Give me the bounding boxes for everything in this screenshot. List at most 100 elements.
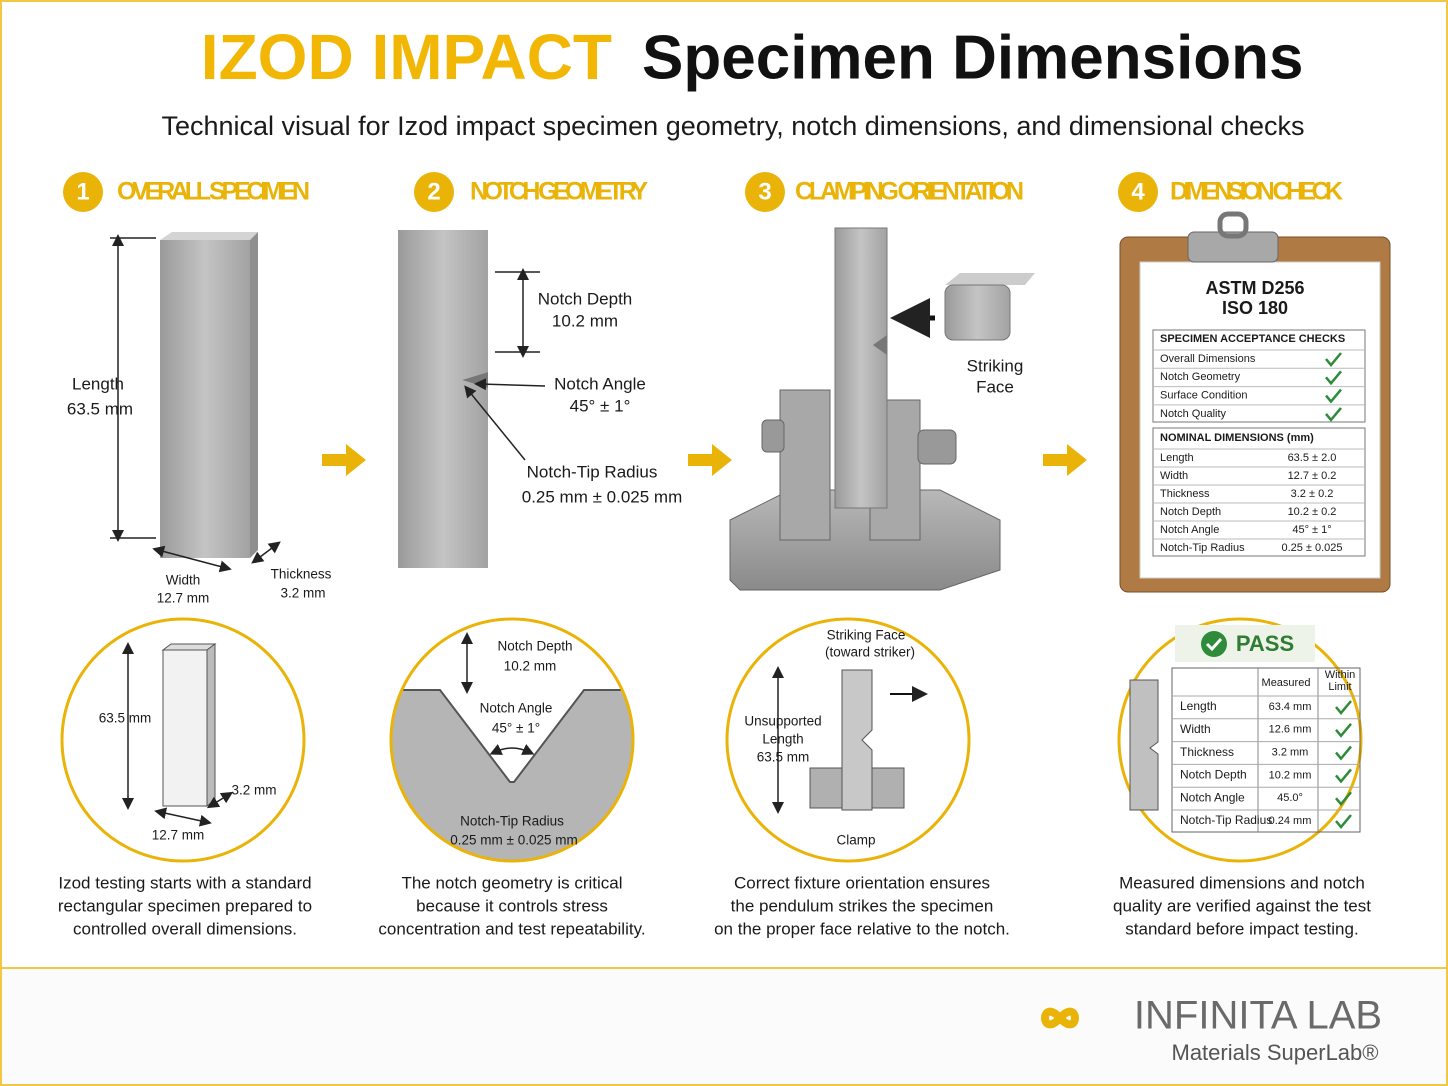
fixture	[729, 227, 1035, 591]
check-mark	[1335, 791, 1352, 807]
check-item: Notch Geometry	[1160, 371, 1241, 383]
measured-value: 0.24 mm	[1269, 815, 1312, 827]
dim-value: 3.2 mm	[280, 586, 325, 601]
check-mark	[1335, 745, 1352, 761]
dim-value: 12.7 mm	[157, 591, 210, 606]
measured-name: Notch Angle	[1180, 790, 1245, 804]
nominal-value: 10.2 ± 0.2	[1288, 506, 1337, 518]
check-mark	[1335, 768, 1352, 784]
measured-name: Width	[1180, 722, 1211, 736]
step-number: 2	[427, 178, 440, 205]
dim-label: Length	[72, 374, 124, 393]
caption: Izod testing starts with a standard	[58, 873, 311, 892]
step-number: 3	[758, 178, 771, 205]
specimen-notch	[398, 230, 546, 568]
step-headers: 1 OVERALL SPECIMEN 2 NOTCH GEOMETRY 3 CL…	[63, 172, 1343, 212]
nominal-value: 12.7 ± 0.2	[1288, 470, 1337, 482]
check-mark	[1325, 407, 1342, 422]
detail-label: Notch Depth	[497, 639, 572, 654]
dim-value: 63.5 mm	[67, 399, 133, 418]
captions: Izod testing starts with a standard recta…	[58, 873, 1371, 938]
detail-label: 12.7 mm	[152, 828, 205, 843]
detail-circle	[389, 617, 635, 863]
title-accent: IZOD IMPACT	[201, 21, 612, 93]
clamp-schematic	[772, 666, 928, 814]
col-header: Within	[1325, 669, 1356, 681]
dim-label: Notch Depth	[538, 289, 633, 308]
tagline: Materials SuperLab®	[1172, 1040, 1379, 1065]
measured-value: 3.2 mm	[1272, 747, 1309, 759]
subtitle: Technical visual for Izod impact specime…	[161, 111, 1304, 141]
caption: The notch geometry is critical	[401, 873, 622, 892]
measured-value: 63.4 mm	[1269, 701, 1312, 713]
step-title: NOTCH GEOMETRY	[470, 178, 648, 206]
detail-circle	[1117, 617, 1363, 863]
measured-name: Notch-Tip Radius	[1180, 813, 1272, 827]
title-main: Specimen Dimensions	[642, 23, 1304, 92]
standard: ISO 180	[1222, 298, 1288, 318]
check-mark	[1335, 700, 1352, 715]
table-title: SPECIMEN ACCEPTANCE CHECKS	[1160, 333, 1345, 345]
check-mark	[1335, 722, 1352, 738]
detail-label: 45° ± 1°	[492, 721, 540, 736]
dim-value: 0.25 mm ± 0.025 mm	[522, 487, 683, 506]
nominal-name: Thickness	[1160, 488, 1210, 500]
nominal-name: Notch Angle	[1160, 524, 1219, 536]
detail-label: Unsupported	[744, 714, 821, 729]
step-number: 1	[76, 178, 89, 205]
check-item: Notch Quality	[1160, 408, 1227, 420]
measured-value: 10.2 mm	[1269, 769, 1312, 781]
step-title: CLAMPING ORIENTATION	[795, 178, 1024, 206]
measured-value: 12.6 mm	[1269, 724, 1312, 736]
caption: on the proper face relative to the notch…	[714, 919, 1010, 938]
dim-label: Notch Angle	[554, 374, 646, 393]
caption: rectangular specimen prepared to	[58, 896, 312, 915]
logo	[1041, 1007, 1079, 1029]
nominal-value: 3.2 ± 0.2	[1291, 488, 1334, 500]
nominal-name: Notch-Tip Radius	[1160, 542, 1245, 554]
check-mark	[1325, 370, 1342, 386]
measured-value: 45.0°	[1277, 792, 1303, 804]
detail-label: 63.5 mm	[757, 750, 810, 765]
fixture-label: Striking	[967, 356, 1024, 375]
caption: standard before impact testing.	[1125, 919, 1358, 938]
detail-label: (toward striker)	[825, 645, 915, 660]
clipboard-rows: Overall Dimensions Notch Geometry Surface …	[1153, 349, 1365, 554]
dim-label: Width	[166, 573, 201, 588]
caption: quality are verified against the test	[1113, 896, 1371, 915]
dim-label: Thickness	[271, 567, 332, 582]
table-title: NOMINAL DIMENSIONS (mm)	[1160, 432, 1314, 444]
result: PASS	[1236, 631, 1294, 656]
nominal-name: Notch Depth	[1160, 506, 1221, 518]
footer-bg	[2, 969, 1446, 1084]
nominal-name: Length	[1160, 452, 1194, 464]
nominal-value: 0.25 ± 0.025	[1281, 542, 1342, 554]
nominal-value: 63.5 ± 2.0	[1288, 452, 1337, 464]
caption: controlled overall dimensions.	[73, 919, 297, 938]
check-item: Overall Dimensions	[1160, 353, 1256, 365]
detail-label: Length	[762, 732, 803, 747]
caption: because it controls stress	[416, 896, 608, 915]
detail-label: 3.2 mm	[231, 783, 276, 798]
col-header: Measured	[1262, 677, 1311, 689]
measured-rows: Length 63.4 mm Width 12.6 mm Thickness 3.2 mm…	[1172, 695, 1360, 829]
measured-name: Thickness	[1180, 745, 1234, 759]
measured-name: Notch Depth	[1180, 768, 1247, 782]
nominal-name: Width	[1160, 470, 1188, 482]
detail-label: Striking Face	[827, 628, 906, 643]
caption: Measured dimensions and notch	[1119, 873, 1365, 892]
standard: ASTM D256	[1205, 278, 1304, 298]
flow-arrows	[322, 444, 1087, 476]
step-title: DIMENSION CHECK	[1170, 178, 1343, 206]
dim-value: 45° ± 1°	[570, 396, 631, 415]
fixture-label: Face	[976, 377, 1014, 396]
step-badge	[745, 172, 785, 212]
detail-label: Notch-Tip Radius	[460, 814, 564, 829]
caption: concentration and test repeatability.	[378, 919, 645, 938]
step-badge	[414, 172, 454, 212]
check-mark	[1325, 388, 1342, 404]
caption: the pendulum strikes the specimen	[731, 896, 994, 915]
caption: Correct fixture orientation ensures	[734, 873, 990, 892]
dim-value: 10.2 mm	[552, 311, 618, 330]
